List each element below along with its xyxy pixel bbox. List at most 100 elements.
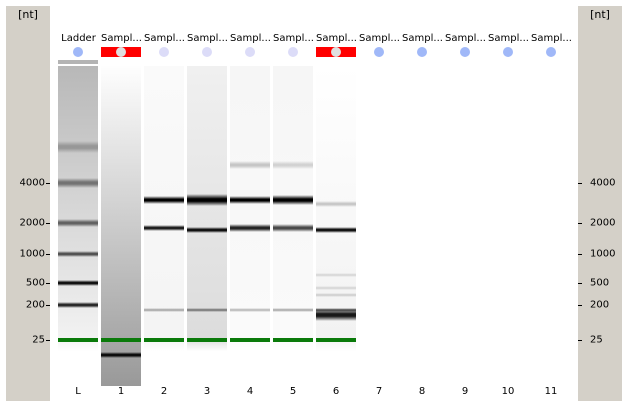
status-dot-icon [546, 47, 556, 57]
lane-header[interactable]: Sampl... [144, 33, 185, 44]
lane-header[interactable]: Sampl... [359, 33, 400, 44]
lane-header[interactable]: Sampl... [445, 33, 486, 44]
gel-band [144, 307, 184, 312]
lane-select-indicator[interactable] [488, 47, 528, 57]
gel-lane-6[interactable] [316, 66, 356, 376]
gel-band [58, 302, 98, 308]
gel-band [58, 280, 98, 286]
gel-band [58, 219, 98, 227]
gel-lane-7[interactable] [359, 66, 399, 386]
gel-band [316, 309, 356, 322]
lane-number: 5 [289, 386, 297, 397]
lane-header[interactable]: Sampl... [101, 33, 142, 44]
tick-mark [578, 254, 582, 255]
left-size-axis: [nt] [6, 6, 50, 401]
tick-label-500: 500 [590, 277, 610, 289]
gel-band [273, 194, 313, 205]
gel-band [230, 223, 270, 232]
gel-band [187, 307, 227, 312]
lane-select-indicator[interactable] [230, 47, 270, 57]
ladder-underline [58, 60, 98, 64]
lower-marker [187, 338, 227, 342]
status-dot-icon [331, 47, 341, 57]
lane-number: L [75, 386, 81, 397]
gel-lane-L[interactable] [58, 66, 98, 376]
gel-band [316, 293, 356, 298]
lane-select-indicator[interactable] [445, 47, 485, 57]
status-dot-icon [73, 47, 83, 57]
tick-label-200: 200 [590, 299, 610, 311]
gel-band [316, 273, 356, 278]
gel-band [316, 227, 356, 234]
status-dot-icon [417, 47, 427, 57]
gel-band [273, 160, 313, 169]
lane-select-indicator[interactable] [273, 47, 313, 57]
status-dot-icon [116, 47, 126, 57]
lane-header[interactable]: Sampl... [488, 33, 529, 44]
tick-mark [46, 183, 50, 184]
lane-select-indicator[interactable] [187, 47, 227, 57]
gel-band [58, 140, 98, 153]
gel-band [273, 223, 313, 232]
lane-number: 8 [418, 386, 426, 397]
lane-select-indicator[interactable] [101, 47, 141, 57]
gel-lane-4[interactable] [230, 66, 270, 376]
gel-lane-11[interactable] [531, 66, 571, 386]
lower-marker [101, 338, 141, 342]
lower-marker [273, 338, 313, 342]
gel-lane-2[interactable] [144, 66, 184, 376]
lane-select-indicator[interactable] [359, 47, 399, 57]
tick-label-2000: 2000 [590, 217, 616, 229]
tick-mark [578, 305, 582, 306]
lane-header[interactable]: Sampl... [273, 33, 314, 44]
gel-band [144, 195, 184, 204]
status-dot-icon [503, 47, 513, 57]
lane-header[interactable]: Sampl... [187, 33, 228, 44]
lane-number: 1 [117, 386, 125, 397]
tick-mark [46, 340, 50, 341]
lane-header[interactable]: Sampl... [402, 33, 443, 44]
lower-marker [230, 338, 270, 342]
tick-label-500: 500 [25, 277, 45, 289]
tick-label-200: 200 [25, 299, 45, 311]
gel-band [316, 286, 356, 291]
gel-lane-8[interactable] [402, 66, 442, 386]
gel-lane-9[interactable] [445, 66, 485, 386]
status-dot-icon [245, 47, 255, 57]
gel-band [58, 251, 98, 257]
tick-label-4000: 4000 [19, 177, 45, 189]
lane-select-indicator[interactable] [531, 47, 571, 57]
lower-marker [144, 338, 184, 342]
status-dot-icon [159, 47, 169, 57]
tick-mark [578, 223, 582, 224]
gel-lane-5[interactable] [273, 66, 313, 376]
gel-lane-1[interactable] [101, 66, 141, 386]
tick-label-4000: 4000 [590, 177, 616, 189]
status-dot-icon [374, 47, 384, 57]
lane-header[interactable]: Sampl... [531, 33, 572, 44]
gel-band [58, 178, 98, 188]
axis-unit: [nt] [590, 8, 610, 21]
gel-band [230, 307, 270, 312]
lane-header[interactable]: Ladder [61, 33, 96, 44]
lower-marker [58, 338, 98, 342]
lane-select-indicator[interactable] [402, 47, 442, 57]
lane-header[interactable]: Sampl... [316, 33, 357, 44]
gel-band [187, 193, 227, 206]
gel-band [230, 195, 270, 204]
gel-lane-3[interactable] [187, 66, 227, 376]
status-dot-icon [288, 47, 298, 57]
lane-number: 4 [246, 386, 254, 397]
lane-select-indicator[interactable] [316, 47, 356, 57]
lane-select-indicator[interactable] [144, 47, 184, 57]
tick-mark [578, 283, 582, 284]
lower-marker [316, 338, 356, 342]
tick-label-1000: 1000 [19, 248, 45, 260]
lane-select-indicator[interactable] [58, 47, 98, 57]
tick-mark [578, 183, 582, 184]
status-dot-icon [202, 47, 212, 57]
lane-header[interactable]: Sampl... [230, 33, 271, 44]
gel-band [144, 224, 184, 231]
gel-lane-10[interactable] [488, 66, 528, 386]
status-dot-icon [460, 47, 470, 57]
